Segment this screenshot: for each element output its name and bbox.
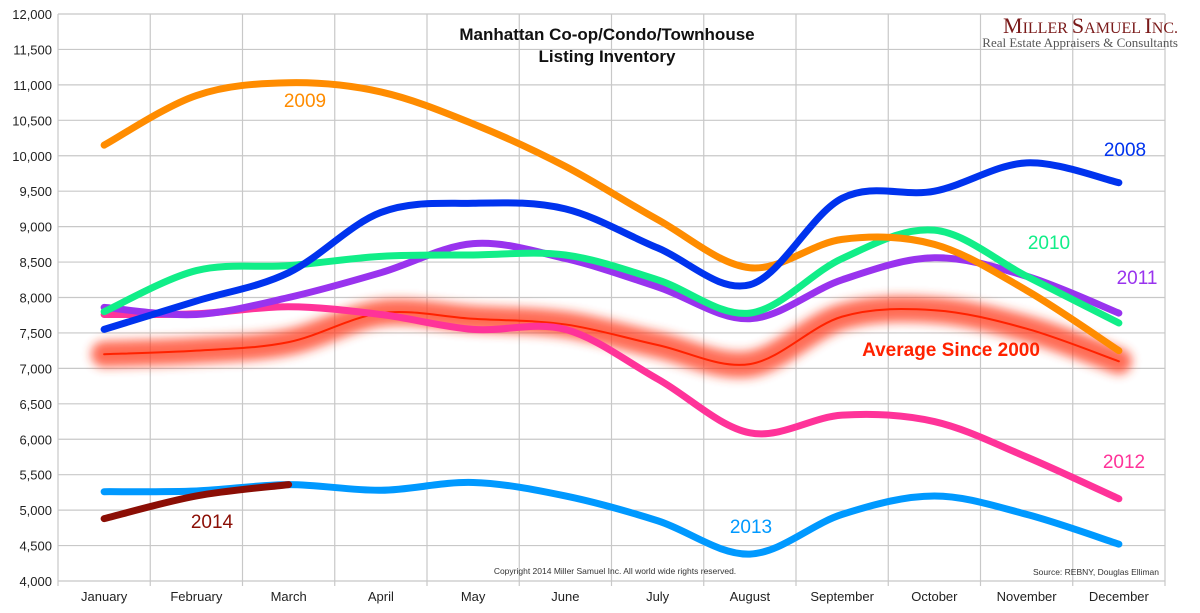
series-line-2008 <box>100 159 1123 333</box>
y-tick-label: 10,500 <box>12 113 52 128</box>
series-label-2010: 2010 <box>1028 233 1070 254</box>
series-line-2014 <box>100 481 293 523</box>
y-tick-label: 4,500 <box>19 539 52 554</box>
y-tick-label: 12,000 <box>12 7 52 22</box>
x-tick-label: November <box>997 589 1058 604</box>
y-tick-label: 7,000 <box>19 361 52 376</box>
y-tick-label: 4,000 <box>19 574 52 589</box>
series-line-average <box>103 308 1120 366</box>
x-tick-label: December <box>1089 589 1150 604</box>
series-lines <box>91 79 1132 558</box>
x-tick-label: October <box>911 589 958 604</box>
chart-title: Manhattan Co-op/Condo/Townhouse <box>459 25 754 44</box>
x-tick-label: August <box>730 589 771 604</box>
series-label-2008: 2008 <box>1104 140 1146 161</box>
series-label-2011: 2011 <box>1117 268 1158 289</box>
chart-subtitle: Listing Inventory <box>539 47 677 66</box>
x-tick-label: March <box>271 589 307 604</box>
series-label-2009: 2009 <box>284 91 326 112</box>
x-tick-label: January <box>81 589 128 604</box>
y-tick-label: 11,500 <box>13 42 52 57</box>
y-tick-label: 9,500 <box>19 184 52 199</box>
x-tick-label: April <box>368 589 394 604</box>
source-note: Source: REBNY, Douglas Elliman <box>1033 567 1159 577</box>
x-tick-label: July <box>646 589 670 604</box>
x-tick-label: September <box>810 589 874 604</box>
y-tick-label: 6,000 <box>19 432 52 447</box>
y-tick-label: 9,000 <box>19 220 52 235</box>
series-label-2012: 2012 <box>1103 452 1145 473</box>
series-line-2010 <box>100 226 1123 327</box>
y-tick-label: 11,000 <box>13 78 52 93</box>
y-tick-label: 8,000 <box>19 291 52 306</box>
brand-tagline: Real Estate Appraisers & Consultants <box>982 35 1178 50</box>
y-axis: 4,000 4,500 5,000 5,500 6,000 6,500 7,000 7,500… <box>12 7 52 589</box>
y-tick-label: 8,500 <box>19 255 52 270</box>
y-tick-label: 10,000 <box>12 149 52 164</box>
brand-logo: MILLER SAMUEL INC. Real Estate Appraiser… <box>982 13 1178 50</box>
series-label-2014: 2014 <box>191 512 234 533</box>
y-tick-label: 7,500 <box>19 326 52 341</box>
x-tick-label: June <box>551 589 579 604</box>
y-tick-label: 5,500 <box>19 468 52 483</box>
series-label-average-since-2000: Average Since 2000 <box>862 340 1040 361</box>
grid <box>57 13 1166 586</box>
series-line-2012 <box>100 303 1123 503</box>
copyright-note: Copyright 2014 Miller Samuel Inc. All wo… <box>494 566 736 576</box>
series-label-2013: 2013 <box>730 517 772 538</box>
y-tick-label: 5,000 <box>19 503 52 518</box>
brand-name: MILLER SAMUEL INC. <box>1003 13 1178 38</box>
x-axis: January February March April May June July Augu… <box>81 589 1150 604</box>
series-line-2009 <box>100 79 1123 355</box>
series-labels: 2009 2008 2010 2011 Average Since 2000 2012 20… <box>191 91 1158 538</box>
x-tick-label: February <box>170 589 223 604</box>
x-tick-label: May <box>461 589 486 604</box>
series-line-2011 <box>100 239 1123 323</box>
y-tick-label: 6,500 <box>19 397 52 412</box>
